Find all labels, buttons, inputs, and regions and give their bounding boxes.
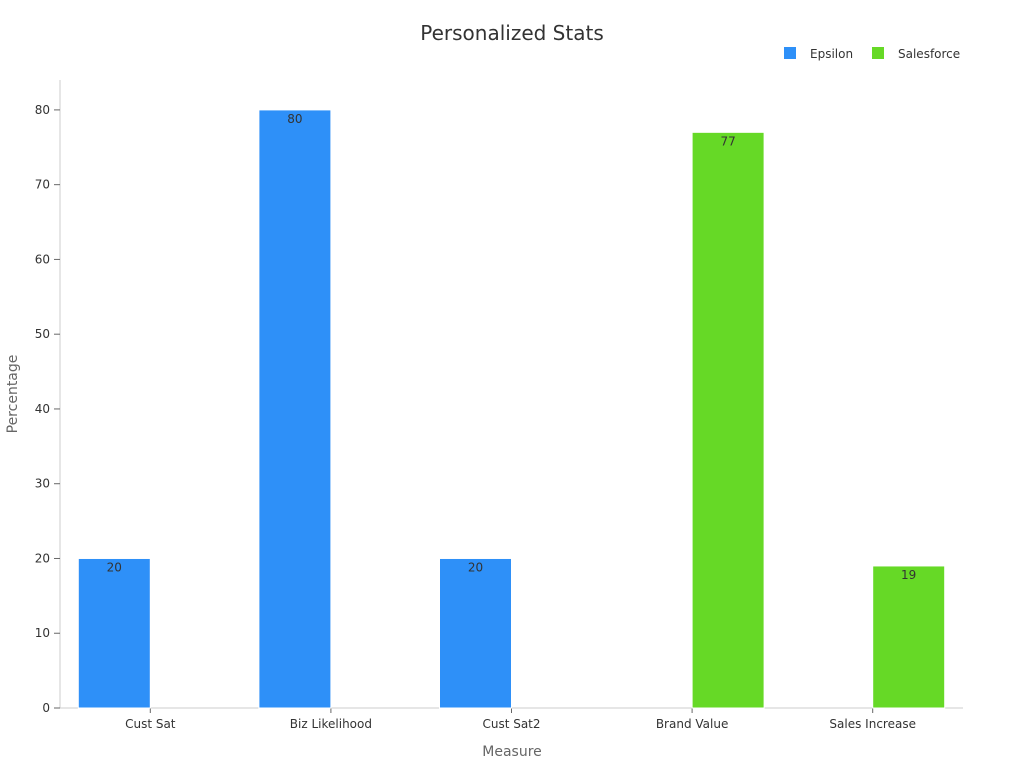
y-axis: 0 10 20 30 40 50 60 70 80 (35, 80, 61, 715)
data-label: 20 (107, 560, 122, 574)
data-label: 77 (720, 134, 735, 148)
bar (258, 109, 332, 709)
legend-label: Salesforce (898, 47, 960, 61)
y-axis-title: Percentage (5, 355, 21, 434)
data-label: 80 (287, 112, 302, 126)
data-labels: 20 80 20 77 19 (107, 112, 917, 582)
x-tick-label: Cust Sat (125, 717, 176, 731)
x-tick-label: Sales Increase (829, 717, 916, 731)
y-tick-label: 0 (42, 701, 50, 715)
legend: Epsilon Salesforce (784, 47, 960, 61)
data-label: 19 (901, 568, 916, 582)
x-tick-label: Biz Likelihood (290, 717, 372, 731)
bar (77, 557, 151, 709)
x-axis-title: Measure (482, 744, 542, 760)
legend-swatch (872, 47, 884, 59)
data-label: 20 (468, 560, 483, 574)
y-tick-label: 70 (35, 178, 50, 192)
y-tick-label: 10 (35, 626, 50, 640)
bars (77, 109, 946, 709)
y-tick-label: 60 (35, 252, 50, 266)
bar (691, 131, 765, 709)
x-tick-label: Brand Value (656, 717, 729, 731)
chart-title: Personalized Stats (420, 21, 604, 45)
y-tick-label: 40 (35, 402, 50, 416)
y-tick-label: 50 (35, 327, 50, 341)
y-tick-label: 30 (35, 477, 50, 491)
y-tick-label: 80 (35, 103, 50, 117)
x-tick-label: Cust Sat2 (482, 717, 540, 731)
y-tick-label: 20 (35, 551, 50, 565)
x-axis: Cust Sat Biz Likelihood Cust Sat2 Brand Val… (60, 707, 963, 731)
bar (439, 557, 512, 709)
legend-swatch (784, 47, 796, 59)
bar (872, 565, 946, 709)
legend-label: Epsilon (810, 47, 853, 61)
